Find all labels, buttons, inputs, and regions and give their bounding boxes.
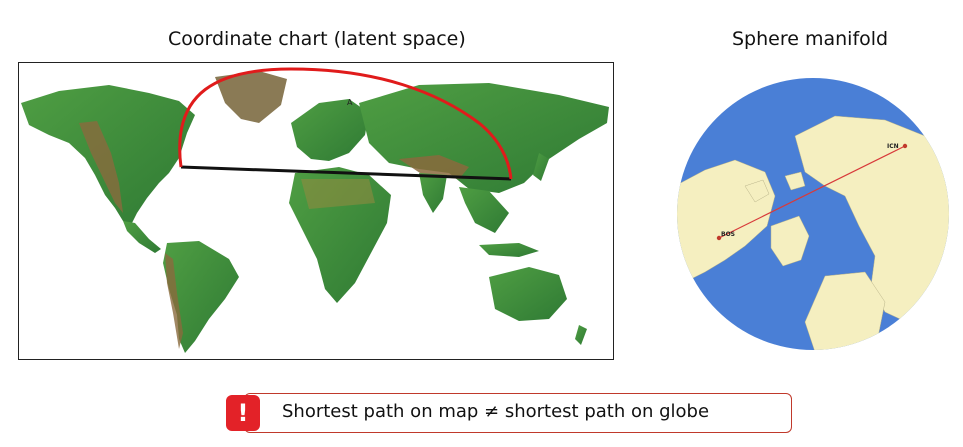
- callout-text: Shortest path on map ≠ shortest path on …: [282, 401, 710, 422]
- greenland: [215, 71, 287, 123]
- globe-panel: BOS ICN: [675, 76, 951, 352]
- bos-label: BOS: [721, 231, 735, 238]
- andes: [165, 253, 183, 349]
- sahara: [301, 179, 375, 209]
- exclamation-icon: !: [226, 395, 260, 431]
- india: [419, 173, 447, 213]
- australia: [489, 267, 567, 321]
- callout-box: [244, 393, 792, 433]
- bos-dot: [716, 235, 722, 241]
- asia: [359, 83, 609, 193]
- new-zealand: [575, 325, 587, 345]
- icn-dot: [902, 143, 908, 149]
- sphere-globe: BOS ICN: [677, 78, 949, 350]
- great-circle-path: [178, 67, 513, 180]
- map-marker-label: A: [347, 98, 353, 107]
- globe-greenland: [770, 215, 810, 267]
- south-america: [163, 241, 239, 353]
- map-title: Coordinate chart (latent space): [168, 28, 466, 50]
- central-america: [123, 221, 161, 253]
- globe-title: Sphere manifold: [732, 28, 889, 50]
- indonesia: [479, 243, 539, 257]
- globe-arctic-islands: [744, 171, 806, 203]
- world-map: A: [21, 67, 609, 353]
- callout: ! Shortest path on map ≠ shortest path o…: [226, 393, 792, 433]
- japan: [533, 153, 549, 181]
- southeast-asia: [459, 187, 509, 233]
- rocky-mountains: [79, 121, 123, 213]
- globe-route: [718, 145, 906, 239]
- icn-label: ICN: [887, 143, 899, 150]
- himalaya: [399, 155, 469, 179]
- world-map-panel: A: [18, 62, 614, 360]
- map-straight-path: [180, 165, 512, 181]
- europe: [291, 99, 369, 161]
- globe-eurasia: [794, 115, 949, 327]
- globe-europe: [804, 271, 886, 350]
